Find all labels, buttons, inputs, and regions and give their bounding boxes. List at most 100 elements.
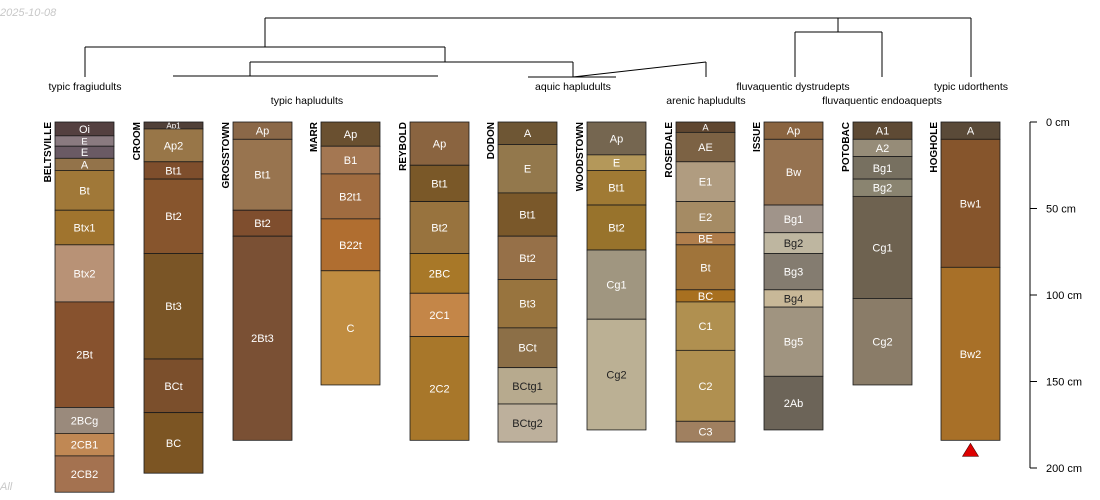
profile-marr: Ap B1 B2t1 B22t C MARR — [309, 121, 381, 386]
horizon-label: Bg3 — [784, 267, 804, 279]
group-label: fluvaquentic endoaquepts — [822, 95, 942, 107]
horizon-label: BCt — [164, 381, 182, 393]
horizon-label: A — [81, 159, 89, 171]
horizon — [54, 209, 115, 246]
horizon — [320, 173, 381, 220]
horizon-label: Bg2 — [784, 238, 804, 250]
horizon — [675, 301, 736, 351]
horizon-label: Ap — [787, 126, 800, 138]
profile-woodstown: Ap E Bt1 Bt2 Cg1 Cg2 WOODSTOWN — [575, 121, 647, 431]
profile-name: MARR — [309, 121, 320, 152]
profile-croom: Ap1 Ap2 Bt1 Bt2 Bt3 BCt BC CROOM — [132, 121, 204, 474]
horizon-label: B2t1 — [339, 191, 362, 203]
horizon-label: Bt2 — [608, 222, 625, 234]
horizon-label: Bt — [79, 185, 89, 197]
horizon-label: 2CB1 — [71, 440, 99, 452]
dendrogram-branch — [572, 61, 707, 78]
horizon-label: Bt2 — [165, 211, 182, 223]
horizon — [143, 412, 204, 474]
horizon-label: Bt1 — [431, 178, 448, 190]
bedrock-marker — [961, 442, 980, 457]
soil-profiles: OiEEABtBtx1Btx22Bt2BCg2CB12CB2BELTSVILLE… — [43, 121, 1001, 493]
depth-axis: 0 cm 50 cm 100 cm 150 cm 200 cm — [1029, 117, 1082, 475]
horizon-label: A1 — [876, 126, 889, 138]
horizon-label: Bw — [786, 167, 801, 179]
horizon — [497, 367, 558, 405]
horizon-label: B1 — [344, 155, 357, 167]
horizon-label: Cg1 — [606, 280, 626, 292]
horizon-label: Bt1 — [254, 170, 271, 182]
horizon — [409, 336, 470, 441]
profile-name: WOODSTOWN — [575, 122, 586, 191]
horizon-label: Bt1 — [165, 165, 182, 177]
horizon — [940, 266, 1001, 441]
horizon — [143, 128, 204, 163]
horizon — [54, 244, 115, 303]
horizon-label: E — [524, 164, 531, 176]
group-label: fluvaquentic dystrudepts — [736, 81, 849, 93]
horizon-label: Bg1 — [873, 163, 893, 175]
horizon-label: AE — [698, 142, 713, 154]
horizon-label: Bg2 — [873, 183, 893, 195]
horizon-label: A — [702, 123, 709, 133]
horizon — [497, 235, 558, 280]
horizon-label: B22t — [339, 240, 362, 252]
profile-name: CROOM — [132, 122, 143, 160]
horizon — [143, 358, 204, 414]
horizon-label: Cg2 — [872, 337, 892, 349]
horizon — [320, 270, 381, 386]
horizon-label: 2BC — [429, 268, 450, 280]
horizon — [497, 403, 558, 443]
horizon-label: Bg1 — [784, 214, 804, 226]
profile-dodon: A E Bt1 Bt2 Bt3 BCt BCtg1 BCtg2 DODON — [486, 121, 558, 443]
group-label: typic udorthents — [934, 81, 1008, 93]
horizon-label: 2BCg — [71, 415, 99, 427]
horizon-label: E — [81, 147, 88, 159]
horizon-label: E2 — [699, 212, 712, 224]
horizon-label: Bt1 — [519, 210, 536, 222]
horizon — [940, 138, 1001, 268]
profile-hoghole: A Bw1 Bw2 HOGHOLE — [929, 121, 1001, 457]
horizon — [497, 327, 558, 369]
horizon — [586, 121, 647, 156]
horizon — [409, 253, 470, 294]
axis-tick-label: 150 cm — [1046, 377, 1082, 389]
horizon-label: C1 — [698, 321, 712, 333]
date-stamp: 2025-10-08 — [0, 7, 57, 19]
horizon-label: Btx2 — [73, 268, 95, 280]
horizon-label: Cg1 — [872, 242, 892, 254]
horizon — [497, 279, 558, 329]
horizon — [143, 178, 204, 254]
horizon-label: BCtg2 — [512, 418, 543, 430]
horizon — [675, 420, 736, 443]
horizon — [763, 253, 824, 291]
axis-tick-label: 0 cm — [1046, 117, 1070, 129]
horizon — [763, 204, 824, 234]
horizon-label: 2C1 — [429, 310, 449, 322]
horizon-label: Bw2 — [960, 349, 981, 361]
profile-name: POTOBAC — [841, 122, 852, 172]
horizon — [54, 407, 115, 434]
horizon — [232, 138, 293, 211]
group-label: arenic hapludults — [666, 95, 745, 107]
footer-text: All — [0, 481, 13, 493]
horizon-label: C2 — [698, 381, 712, 393]
horizon-label: A2 — [876, 143, 889, 155]
horizon — [54, 301, 115, 408]
horizon-label: Bt — [700, 262, 710, 274]
profile-issue: Ap Bw Bg1 Bg2 Bg3 Bg4 Bg5 2Ab ISSUE — [752, 121, 824, 431]
horizon-label: BE — [698, 234, 713, 246]
horizon-label: A — [524, 128, 532, 140]
horizon-label: E — [613, 158, 620, 170]
horizon-label: 2CB2 — [71, 469, 99, 481]
horizon — [497, 192, 558, 237]
horizon — [675, 349, 736, 422]
horizon — [675, 131, 736, 163]
horizon-label: Bg4 — [784, 293, 804, 305]
horizon-label: Ap1 — [166, 121, 181, 130]
profile-potobac: A1 A2 Bg1 Bg2 Cg1 Cg2 POTOBAC — [841, 121, 913, 386]
horizon-label: BC — [166, 438, 181, 450]
profile-name: BELTSVILLE — [43, 122, 54, 183]
